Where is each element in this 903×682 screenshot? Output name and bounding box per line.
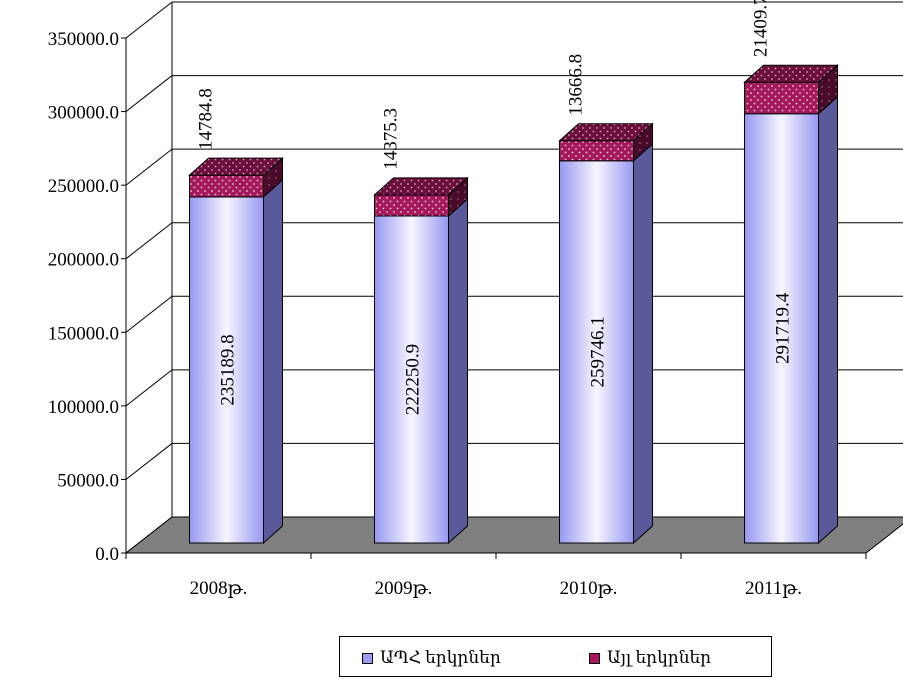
- data-label-cis: 235189.8: [218, 334, 239, 405]
- data-label-cis: 291719.4: [773, 292, 794, 364]
- y-tick-label: 350000.0: [48, 29, 119, 50]
- bars: [188, 64, 839, 545]
- y-tick-label: 200000.0: [48, 250, 119, 271]
- legend-item-other: Այլ երկրներ: [589, 648, 711, 668]
- gridline-side: [125, 443, 173, 480]
- data-label-cis: 222250.9: [403, 344, 424, 415]
- gridline-side: [125, 295, 173, 333]
- y-tick-label: 50000.0: [57, 470, 119, 491]
- bar-other-top: [743, 64, 839, 83]
- gridline-side: [125, 1, 173, 39]
- gridline-side: [125, 369, 173, 407]
- bar-cis: [744, 113, 819, 544]
- bar-cis: [374, 215, 449, 544]
- x-tick-label: 2009թ.: [375, 578, 433, 599]
- bar-cis-side: [818, 95, 838, 545]
- y-tick-label: 250000.0: [48, 176, 119, 197]
- bar-other: [189, 174, 264, 198]
- y-tick-label: 300000.0: [48, 103, 119, 124]
- x-tick-label: 2011թ.: [745, 578, 802, 599]
- data-label-other: 14784.8: [196, 88, 217, 150]
- legend-swatch-other: [589, 652, 600, 664]
- bar-cis: [559, 160, 634, 544]
- y-tick-label: 100000.0: [48, 397, 119, 418]
- bar-other: [559, 140, 634, 162]
- legend-label-cis: ԱՊՀ երկրներ: [380, 648, 501, 667]
- bar-cis-side: [633, 142, 653, 545]
- x-tick-label: 2008թ.: [190, 578, 248, 599]
- legend-label-other: Այլ երկրներ: [607, 648, 712, 667]
- y-tick-label: 150000.0: [48, 323, 119, 344]
- bar-other-top: [558, 123, 654, 142]
- bar-other: [374, 194, 449, 217]
- data-labels: 235189.8 14784.8 222250.9 14375.3 259746.1 13…: [196, 0, 794, 415]
- data-label-other: 21409.7: [751, 0, 772, 57]
- bar-cis: [189, 196, 264, 544]
- gridline-side: [125, 222, 173, 260]
- data-label-other: 13666.8: [566, 54, 587, 116]
- x-axis: 2008թ. 2009թ. 2010թ. 2011թ.: [125, 552, 867, 599]
- bar-other-top: [188, 157, 284, 176]
- x-tick-label: 2010թ.: [560, 578, 618, 599]
- y-tick-label: 0.0: [95, 544, 119, 565]
- y-axis: 0.0 50000.0 100000.0 150000.0 200000.0 250000…: [48, 29, 127, 565]
- legend-item-cis: ԱՊՀ երկրներ: [362, 648, 501, 668]
- bar-cis-side: [448, 197, 468, 545]
- legend-swatch-cis: [362, 652, 373, 664]
- gridline-side: [125, 148, 173, 186]
- gridline-side: [125, 75, 173, 112]
- bar-other-top: [373, 177, 469, 196]
- bar-cis-side: [263, 178, 283, 545]
- data-label-cis: 259746.1: [588, 316, 609, 387]
- bar-other: [744, 81, 819, 115]
- legend: ԱՊՀ երկրներ Այլ երկրներ: [339, 636, 772, 677]
- data-label-other: 14375.3: [381, 108, 402, 170]
